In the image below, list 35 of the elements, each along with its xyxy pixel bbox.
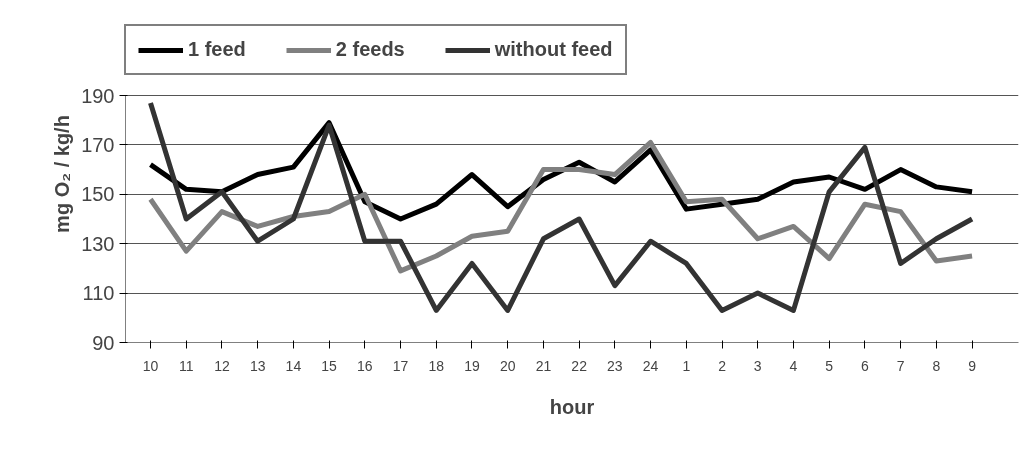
x-tick-label: 10 — [142, 357, 159, 374]
x-tick-label: 1 — [682, 357, 691, 374]
y-tick-label: 110 — [82, 282, 115, 305]
x-tick-label: 18 — [428, 357, 445, 374]
x-tick-label: 9 — [968, 357, 977, 374]
x-tick-label: 8 — [932, 357, 941, 374]
x-tick-label: 7 — [896, 357, 905, 374]
x-tick-label: 13 — [249, 357, 266, 374]
x-tick-label: 11 — [178, 357, 194, 374]
x-tick-label: 3 — [753, 357, 762, 374]
y-tick-label: 130 — [81, 232, 115, 255]
x-tick-label: 5 — [825, 357, 834, 374]
x-tick-label: 19 — [464, 357, 480, 374]
legend-label: without feed — [494, 38, 613, 61]
y-tick-label: 90 — [92, 331, 115, 354]
x-tick-label: 2 — [718, 357, 727, 374]
x-tick-label: 22 — [571, 357, 588, 374]
y-tick-label: 170 — [81, 133, 115, 156]
x-tick-label: 14 — [285, 357, 302, 374]
x-tick-label: 17 — [392, 357, 409, 374]
y-tick-label: 150 — [81, 183, 115, 206]
x-tick-label: 24 — [642, 357, 659, 374]
x-tick-label: 15 — [321, 357, 338, 374]
y-tick-label: 190 — [81, 84, 115, 107]
x-axis-title: hour — [549, 395, 595, 418]
x-tick-label: 23 — [607, 357, 623, 374]
x-tick-label: 20 — [499, 357, 516, 374]
x-tick-label: 21 — [535, 357, 552, 374]
legend-label: 2 feeds — [335, 38, 405, 61]
y-axis-title: mg O₂ / kg/h — [51, 115, 74, 233]
x-tick-label: 12 — [214, 357, 230, 374]
x-tick-label: 6 — [861, 357, 870, 374]
legend-label: 1 feed — [188, 38, 246, 61]
x-tick-label: 4 — [789, 357, 798, 374]
x-tick-label: 16 — [357, 357, 373, 374]
